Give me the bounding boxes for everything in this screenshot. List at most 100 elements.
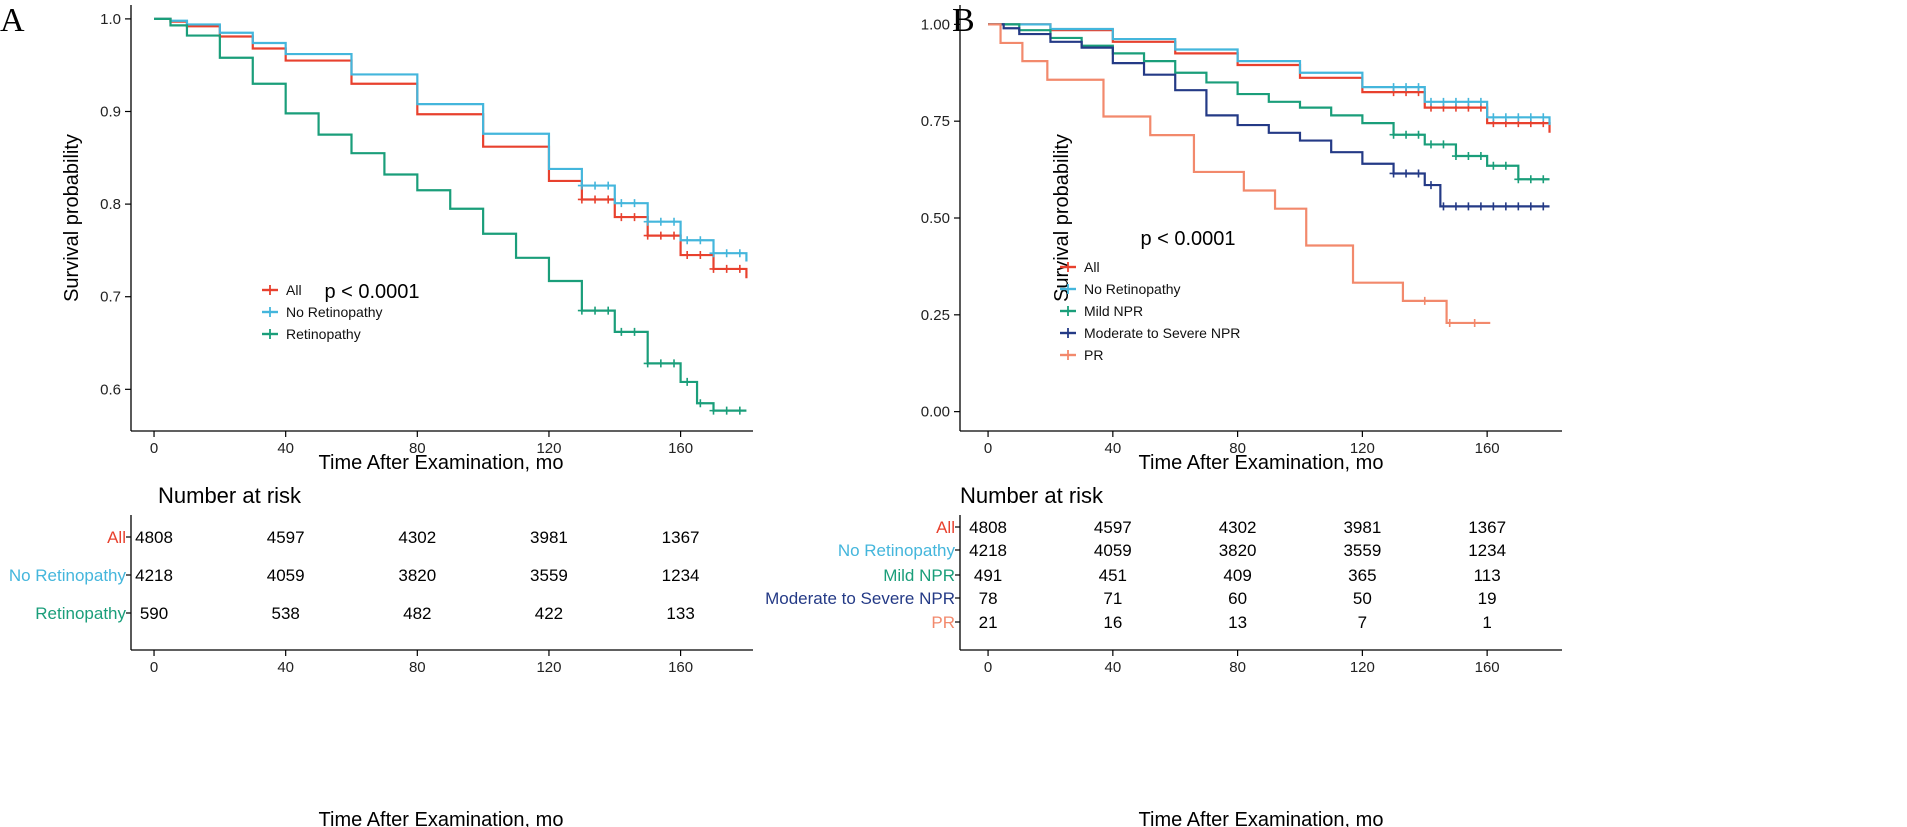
risk-x-tick-label: 0	[984, 659, 992, 676]
risk-count: 4808	[135, 528, 173, 547]
censor-mark-retinopathy	[722, 406, 731, 415]
censor-mark-mild-npr	[1489, 161, 1498, 170]
censor-mark-all	[683, 251, 692, 260]
censor-mark-no-retinopathy	[577, 181, 586, 190]
risk-count: 16	[1103, 613, 1122, 632]
censor-mark-mild-npr	[1539, 175, 1548, 184]
panel-b: B Survival probability Time After Examin…	[765, 2, 1562, 827]
p-value-b: p < 0.0001	[1140, 228, 1235, 250]
x-tick-label: 120	[1350, 440, 1375, 457]
x-tick-label: 80	[1229, 440, 1246, 457]
censor-mark-moderate-to-severe-npr	[1539, 202, 1548, 211]
censor-mark-all	[670, 231, 679, 240]
censor-mark-no-retinopathy	[670, 217, 679, 226]
censor-mark-no-retinopathy	[683, 236, 692, 245]
censor-mark-no-retinopathy	[1539, 113, 1548, 122]
risk-count: 491	[974, 566, 1002, 585]
censor-mark-mild-npr	[1526, 175, 1535, 184]
censor-mark-no-retinopathy	[709, 249, 718, 258]
risk-x-tick-label: 80	[1229, 659, 1246, 676]
risk-x-tick-label: 0	[150, 659, 158, 676]
risk-x-tick-label: 160	[1475, 659, 1500, 676]
risk-count: 3559	[1343, 541, 1381, 560]
censor-mark-mild-npr	[1501, 161, 1510, 170]
y-tick-label: 0.00	[921, 404, 950, 421]
risk-row-label-all: All	[936, 518, 955, 537]
censor-mark-retinopathy	[617, 327, 626, 336]
risk-count: 7	[1358, 613, 1367, 632]
risk-x-axis-title-a: Time After Examination, mo	[319, 809, 564, 827]
censor-mark-moderate-to-severe-npr	[1476, 202, 1485, 211]
censor-mark-retinopathy	[709, 406, 718, 415]
censor-mark-moderate-to-severe-npr	[1526, 202, 1535, 211]
series-line-no-retinopathy	[154, 17, 748, 262]
plot-area-b: 0 40 80 120 160 0.00 0.25 0.50 0.75 1.00	[921, 5, 1562, 457]
risk-row-label-pr: PR	[931, 613, 955, 632]
risk-x-tick-label: 80	[409, 659, 426, 676]
censor-mark-mild-npr	[1476, 152, 1485, 161]
censor-mark-retinopathy	[643, 359, 652, 368]
risk-count: 133	[666, 604, 694, 623]
censor-mark-moderate-to-severe-npr	[1389, 169, 1398, 178]
censor-mark-moderate-to-severe-npr	[1451, 202, 1460, 211]
risk-row-label-no-retinopathy: No Retinopathy	[9, 566, 127, 585]
risk-count: 4597	[1094, 518, 1132, 537]
risk-count: 1	[1482, 613, 1491, 632]
y-tick-label: 0.8	[100, 196, 121, 213]
censor-mark-no-retinopathy	[591, 181, 600, 190]
risk-count: 3820	[398, 566, 436, 585]
risk-count: 538	[271, 604, 299, 623]
risk-table-title-a: Number at risk	[158, 483, 302, 508]
risk-count: 4218	[135, 566, 173, 585]
censor-mark-pr	[1445, 318, 1454, 327]
censor-mark-all	[709, 264, 718, 273]
y-axis-title-b: Survival probability	[1051, 134, 1073, 302]
censor-mark-pr	[1420, 296, 1429, 305]
legend-label-all: All	[286, 282, 302, 298]
censor-mark-no-retinopathy	[722, 249, 731, 258]
censor-mark-all	[735, 264, 744, 273]
censor-mark-no-retinopathy	[643, 217, 652, 226]
risk-count: 4597	[267, 528, 305, 547]
risk-table-title-b: Number at risk	[960, 483, 1104, 508]
legend-label-mild-npr: Mild NPR	[1084, 303, 1143, 319]
risk-count: 4302	[1219, 518, 1257, 537]
censor-mark-no-retinopathy	[1464, 97, 1473, 106]
risk-count: 4059	[1094, 541, 1132, 560]
y-axis-title-a: Survival probability	[61, 134, 83, 302]
censor-mark-no-retinopathy	[1501, 113, 1510, 122]
y-tick-label: 0.25	[921, 307, 950, 324]
risk-count: 4808	[969, 518, 1007, 537]
risk-count: 19	[1478, 589, 1497, 608]
risk-count: 590	[140, 604, 168, 623]
censor-mark-moderate-to-severe-npr	[1402, 169, 1411, 178]
censor-mark-no-retinopathy	[1402, 83, 1411, 92]
legend-label-pr: PR	[1084, 347, 1103, 363]
risk-count: 4059	[267, 566, 305, 585]
censor-mark-mild-npr	[1426, 140, 1435, 149]
series-line-no-retinopathy	[988, 23, 1551, 126]
censor-mark-all	[656, 231, 665, 240]
risk-count: 3981	[530, 528, 568, 547]
risk-count: 1234	[1468, 541, 1506, 560]
censor-mark-no-retinopathy	[696, 236, 705, 245]
censor-mark-moderate-to-severe-npr	[1501, 202, 1510, 211]
censor-mark-no-retinopathy	[735, 249, 744, 258]
risk-x-tick-label: 160	[668, 659, 693, 676]
risk-count: 50	[1353, 589, 1372, 608]
y-tick-label: 0.75	[921, 113, 950, 130]
legend-label-no-retinopathy: No Retinopathy	[1084, 281, 1181, 297]
series-line-retinopathy	[154, 17, 747, 412]
panel-a: A Survival probability Time After Examin…	[0, 2, 753, 827]
censor-mark-mild-npr	[1389, 130, 1398, 139]
risk-row-label-all: All	[107, 528, 126, 547]
x-tick-label: 160	[1475, 440, 1500, 457]
censor-mark-mild-npr	[1402, 130, 1411, 139]
risk-count: 3559	[530, 566, 568, 585]
censor-mark-no-retinopathy	[630, 199, 639, 208]
censor-mark-no-retinopathy	[1476, 97, 1485, 106]
legend-label-retinopathy: Retinopathy	[286, 326, 361, 342]
risk-count: 71	[1103, 589, 1122, 608]
